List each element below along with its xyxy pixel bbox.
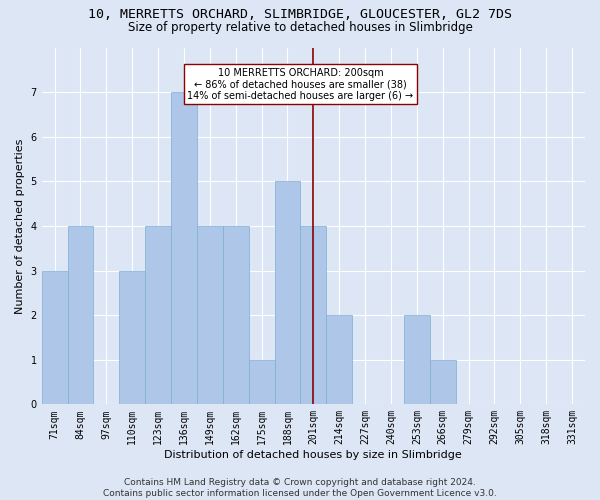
- Y-axis label: Number of detached properties: Number of detached properties: [15, 138, 25, 314]
- Text: 10 MERRETTS ORCHARD: 200sqm
← 86% of detached houses are smaller (38)
14% of sem: 10 MERRETTS ORCHARD: 200sqm ← 86% of det…: [187, 68, 413, 101]
- Bar: [197, 226, 223, 404]
- Text: Contains HM Land Registry data © Crown copyright and database right 2024.
Contai: Contains HM Land Registry data © Crown c…: [103, 478, 497, 498]
- Bar: [404, 315, 430, 404]
- Bar: [171, 92, 197, 404]
- Bar: [326, 315, 352, 404]
- Bar: [430, 360, 455, 405]
- Bar: [275, 182, 301, 404]
- Text: 10, MERRETTS ORCHARD, SLIMBRIDGE, GLOUCESTER, GL2 7DS: 10, MERRETTS ORCHARD, SLIMBRIDGE, GLOUCE…: [88, 8, 512, 20]
- Bar: [301, 226, 326, 404]
- Text: Size of property relative to detached houses in Slimbridge: Size of property relative to detached ho…: [128, 21, 472, 34]
- Bar: [41, 270, 68, 404]
- X-axis label: Distribution of detached houses by size in Slimbridge: Distribution of detached houses by size …: [164, 450, 462, 460]
- Bar: [223, 226, 248, 404]
- Bar: [145, 226, 171, 404]
- Bar: [248, 360, 275, 405]
- Bar: [68, 226, 94, 404]
- Bar: [119, 270, 145, 404]
